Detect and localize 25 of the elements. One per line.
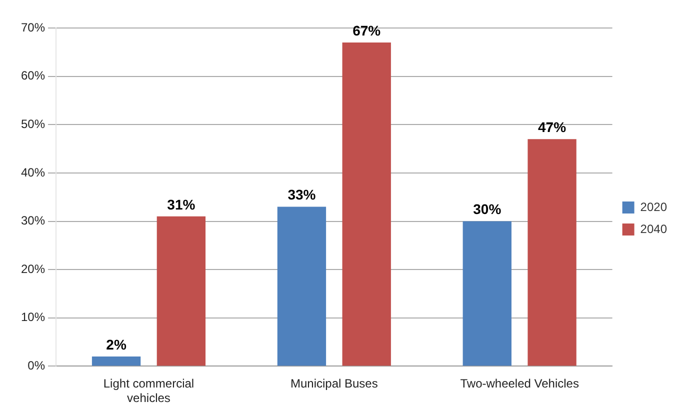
y-tick-label: 70% xyxy=(20,20,46,34)
data-label: 67% xyxy=(352,22,382,38)
bar xyxy=(528,139,576,366)
bar xyxy=(277,206,326,366)
x-tick-label: Municipal Buses xyxy=(290,376,378,391)
data-label: 33% xyxy=(288,186,316,203)
y-tick-label: 40% xyxy=(20,165,46,180)
x-tick-label: Two-wheeled Vehicles xyxy=(460,376,579,391)
bar xyxy=(462,221,512,366)
data-label: 47% xyxy=(538,118,567,135)
y-tick-label: 50% xyxy=(20,116,46,131)
y-tick-label: 20% xyxy=(20,262,46,276)
data-label: 31% xyxy=(167,196,196,212)
y-tick-label: 10% xyxy=(20,310,46,324)
legend-label: 2020 xyxy=(640,200,668,214)
data-label: 30% xyxy=(473,201,502,218)
x-tick-label: Light commercial vehicles xyxy=(103,376,194,406)
y-tick-label: 60% xyxy=(20,68,46,83)
bar xyxy=(92,356,141,366)
legend-label: 2040 xyxy=(640,222,668,236)
data-label: 2% xyxy=(106,336,127,352)
y-tick-label: 30% xyxy=(20,214,46,228)
bar xyxy=(342,42,391,366)
bar xyxy=(156,216,206,366)
y-tick-label: 0% xyxy=(28,358,46,373)
